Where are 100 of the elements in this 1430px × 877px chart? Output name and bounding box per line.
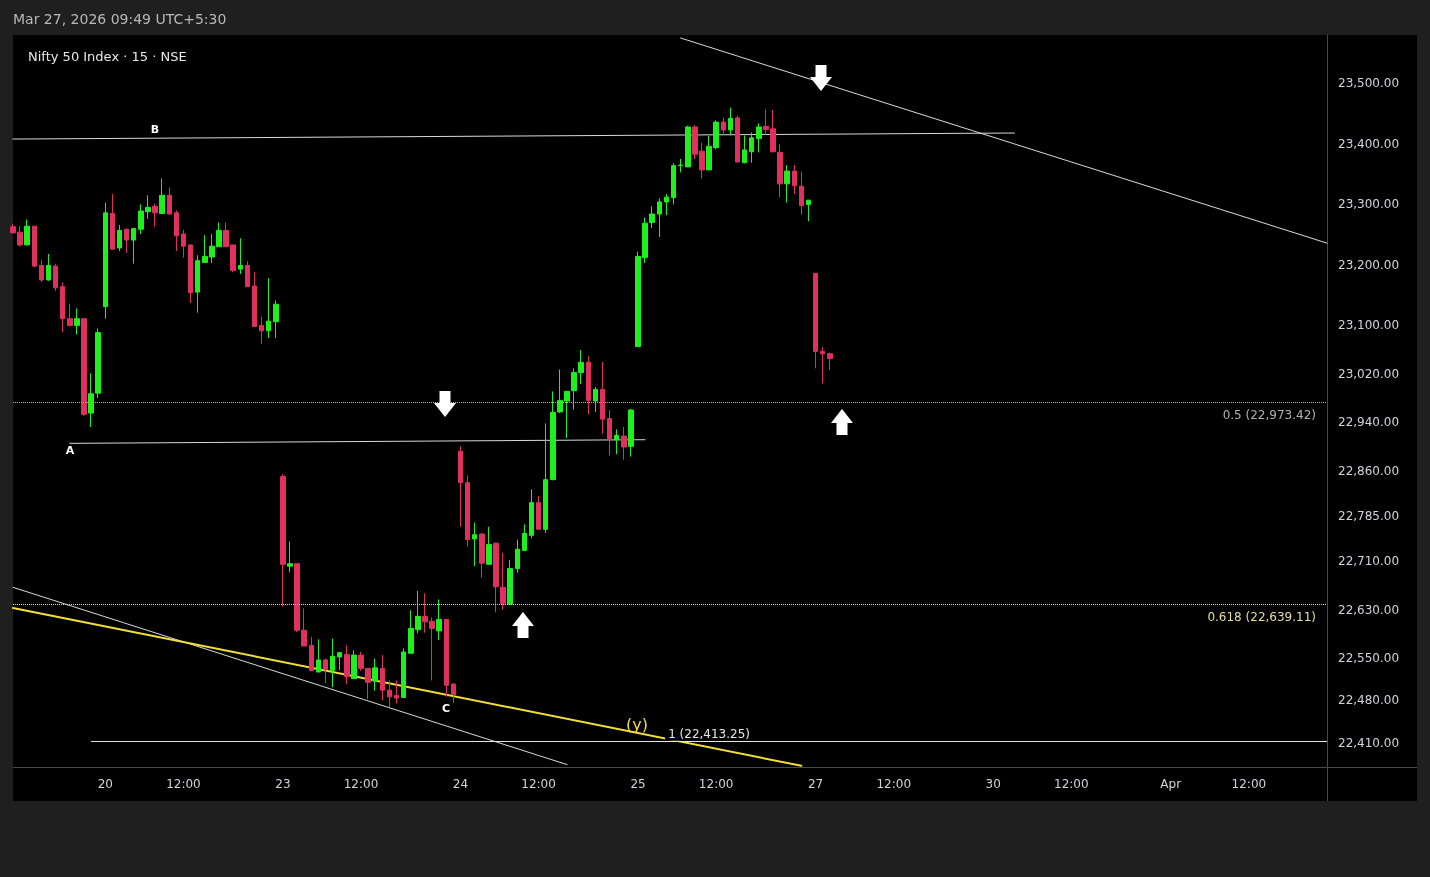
ref-line-label: 0.5 (22,973.42) (1222, 407, 1316, 422)
x-tick-label: 30 (985, 777, 1001, 791)
candlestick (529, 488, 534, 539)
candlestick (24, 219, 30, 247)
candlestick (344, 644, 350, 685)
candlestick (621, 426, 627, 461)
candlestick (742, 134, 747, 164)
candlestick (394, 679, 399, 704)
candlestick (188, 244, 193, 304)
annotation: (y) (626, 714, 648, 734)
y-tick-label: 23,300.00 (1338, 197, 1400, 212)
y-tick-label: 23,020.00 (1338, 366, 1400, 381)
candlestick (110, 193, 115, 250)
x-tick-label: 12:00 (166, 777, 201, 791)
text: Mar 27, 2026 09:49 UTC+5:30 (13, 11, 227, 27)
candlestick (436, 598, 442, 641)
candlestick (522, 523, 527, 551)
candlestick (614, 428, 619, 455)
candlestick (266, 277, 271, 339)
candlestick (813, 272, 818, 369)
candlestick (593, 386, 598, 413)
y-tick-label: 22,410.00 (1338, 735, 1400, 750)
ref-line-label: 1 (22,413.25) (668, 726, 751, 741)
y-tick-label: 23,400.00 (1338, 136, 1400, 151)
x-tick-label: 12:00 (1231, 777, 1267, 791)
candlestick (735, 114, 740, 163)
candlestick (103, 202, 108, 320)
candlestick (131, 228, 136, 265)
candlestick (380, 654, 385, 701)
candlestick (465, 474, 470, 548)
x-tick-label: 12:00 (521, 777, 556, 791)
candlestick (493, 542, 499, 613)
x-tick-label: Apr (1160, 777, 1182, 791)
candlestick (387, 679, 392, 708)
candlestick (167, 186, 172, 215)
candlestick (238, 237, 243, 275)
candlestick (749, 131, 754, 164)
text: Nifty 50 Index · 15 · NSE (28, 49, 187, 64)
candlestick (330, 638, 335, 688)
candlestick (628, 408, 634, 458)
candlestick (543, 422, 548, 534)
candlestick (458, 445, 463, 528)
candlestick (60, 281, 65, 333)
candlestick (252, 271, 257, 328)
candlestick (507, 559, 513, 605)
candlestick (273, 300, 279, 339)
candlestick (728, 107, 733, 136)
ref-line-label: 0.618 (22,639.11) (1207, 610, 1316, 625)
candlestick (657, 197, 662, 238)
candlestick (117, 224, 122, 252)
candlestick (280, 473, 286, 608)
candlestick (799, 171, 804, 216)
candlestick (351, 649, 357, 680)
x-tick-label: 20 (97, 777, 113, 791)
annotation: B (150, 122, 160, 136)
candlestick (792, 164, 797, 195)
candlestick (536, 495, 541, 530)
candlestick (515, 539, 520, 574)
candlestick (259, 316, 264, 345)
candlestick (401, 647, 406, 698)
y-tick-label: 22,860.00 (1338, 463, 1400, 478)
candlestick (472, 522, 477, 567)
candlestick (287, 540, 293, 573)
candlestick (32, 225, 37, 268)
candlestick (74, 307, 80, 335)
y-tick-label: 22,550.00 (1338, 651, 1400, 666)
y-tick-label: 22,940.00 (1338, 415, 1400, 430)
candlestick (67, 303, 73, 328)
y-tick-label: 23,500.00 (1338, 76, 1400, 91)
y-tick-label: 23,100.00 (1338, 318, 1400, 333)
x-tick-label: 27 (807, 777, 824, 791)
candlestick (671, 162, 676, 205)
annotation: A (65, 443, 75, 457)
candlestick (53, 263, 58, 292)
candlestick (600, 361, 605, 435)
candlestick (820, 346, 825, 384)
candlestick (678, 158, 683, 173)
candlestick (337, 651, 342, 671)
x-tick-label: 23 (275, 777, 291, 791)
candlestick (81, 318, 87, 417)
candlestick (721, 116, 726, 136)
candlestick (46, 253, 51, 282)
candlestick (444, 618, 449, 698)
candlestick (195, 254, 200, 314)
candlestick (309, 636, 314, 672)
candlestick (586, 355, 591, 415)
y-tick-label: 22,785.00 (1338, 508, 1400, 523)
candlestick (451, 682, 456, 704)
candlestick (486, 526, 492, 565)
x-tick-label: 12:00 (343, 777, 379, 791)
candlestick (152, 203, 158, 228)
annotation: C (441, 701, 451, 715)
candlestick (784, 164, 790, 204)
x-tick-label: 12:00 (1054, 777, 1089, 791)
y-tick-label: 22,480.00 (1338, 693, 1400, 708)
candlestick (607, 409, 612, 456)
candlestick (806, 199, 811, 222)
candlestick (181, 229, 186, 259)
y-tick-label: 23,200.00 (1338, 257, 1400, 272)
candlestick (664, 193, 669, 216)
